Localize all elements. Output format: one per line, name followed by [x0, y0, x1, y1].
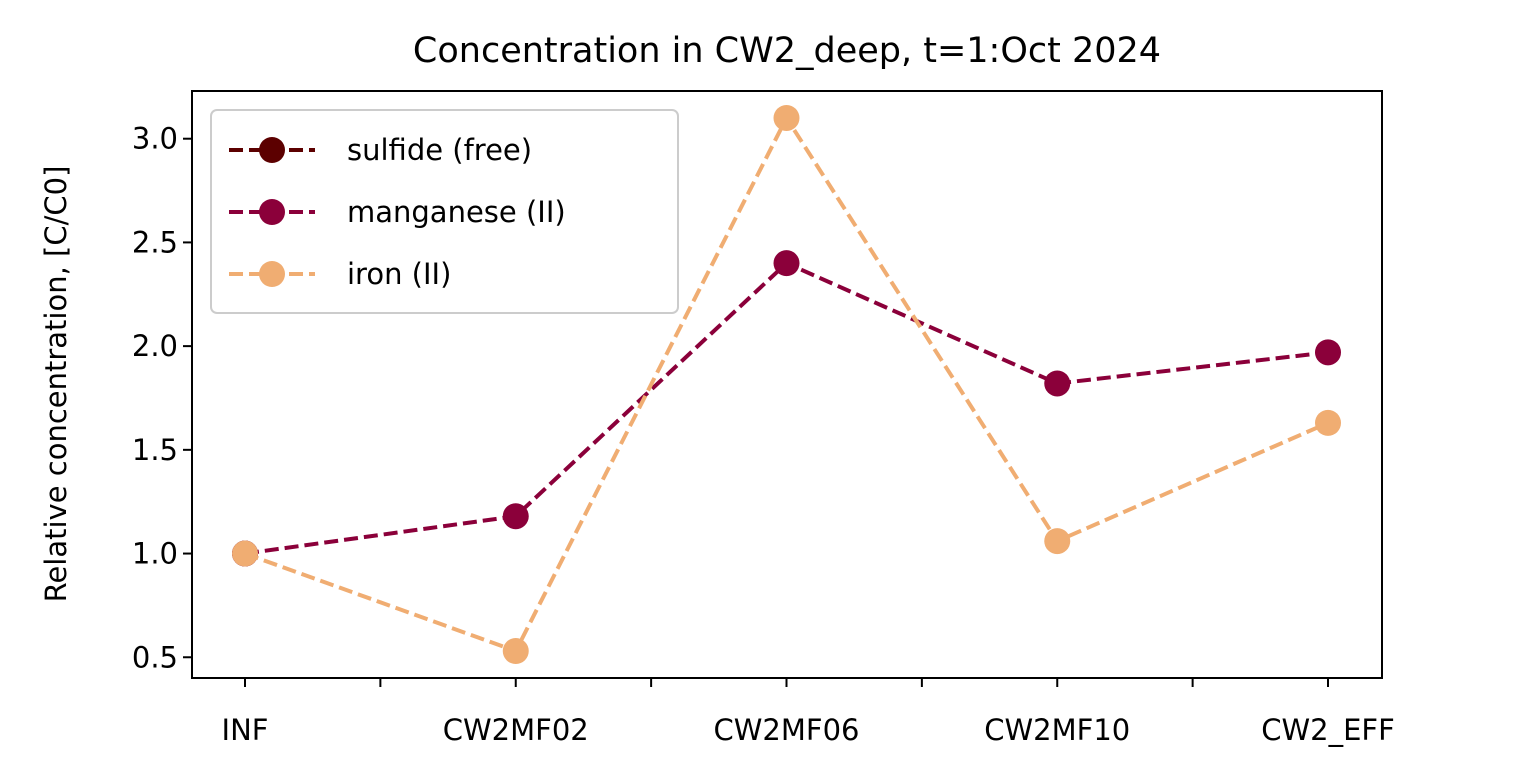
data-point	[1044, 528, 1071, 555]
plot-frame	[191, 90, 1383, 679]
data-point	[502, 638, 529, 665]
legend-marker	[259, 199, 285, 225]
y-tick-label: 0.5	[132, 640, 178, 674]
data-point	[1315, 339, 1341, 366]
x-tick-label: CW2MF06	[714, 713, 860, 747]
legend-item: manganese (II)	[229, 195, 566, 229]
legend-box	[210, 109, 679, 314]
x-tick-label: INF	[222, 713, 269, 747]
data-point	[1044, 370, 1071, 397]
series-group	[232, 104, 1341, 665]
legend-label: sulfide (free)	[347, 133, 532, 167]
x-tick-label: CW2MF10	[984, 713, 1130, 747]
legend-item: sulfide (free)	[229, 133, 532, 167]
axis-ticks: 0.5 1.0 1.5 2.0 2.5 3.0 INF CW2MF02 CW2MF06 CW2MF…	[132, 122, 1395, 747]
y-axis-label: Relative concentration, [C/C0]	[39, 166, 73, 603]
data-point	[773, 104, 800, 131]
data-point	[232, 540, 258, 567]
legend-label: iron (II)	[347, 257, 451, 291]
x-tick-label: CW2MF02	[443, 713, 589, 747]
data-point	[1315, 409, 1341, 436]
legend-label: manganese (II)	[347, 195, 566, 229]
chart-title: Concentration in CW2_deep, t=1:Oct 2024	[413, 31, 1161, 71]
legend-marker	[259, 137, 285, 163]
x-tick-label: CW2_EFF	[1261, 713, 1395, 747]
legend-item: iron (II)	[229, 257, 451, 291]
data-point	[502, 503, 529, 530]
legend: sulfide (free) manganese (II) iron (II)	[210, 109, 679, 314]
legend-marker	[259, 261, 285, 287]
y-tick-label: 2.0	[132, 329, 178, 363]
y-tick-label: 3.0	[132, 122, 178, 156]
y-tick-label: 1.5	[132, 433, 178, 467]
data-point	[773, 250, 800, 277]
series-2	[232, 104, 1341, 665]
y-tick-label: 2.5	[132, 225, 178, 259]
y-tick-label: 1.0	[132, 537, 178, 571]
